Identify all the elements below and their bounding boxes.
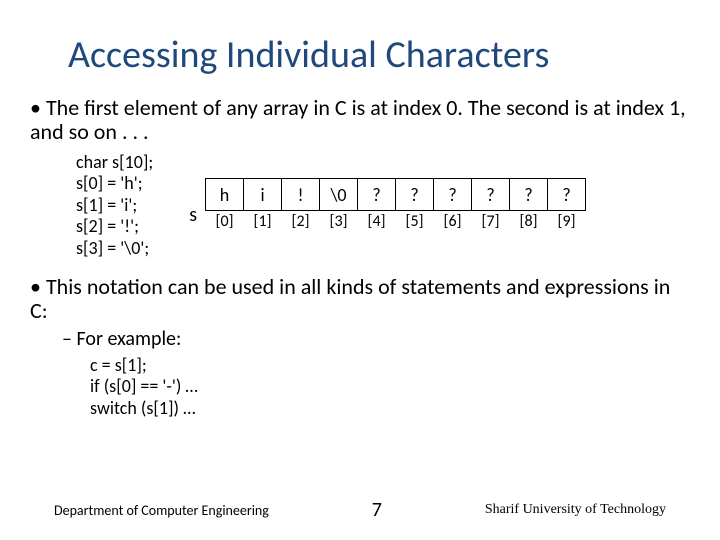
code-line: if (s[0] == '-') … [90, 376, 690, 398]
bullet-2-text: This notation can be used in all kinds o… [30, 273, 670, 324]
array-index: [4] [358, 211, 396, 233]
sub-bullet: For example: [62, 329, 690, 351]
code-line: s[2] = '!'; [76, 216, 153, 238]
array-cell: ? [548, 179, 586, 211]
code-line: char s[10]; [76, 152, 153, 174]
array-cell: i [244, 179, 282, 211]
code-line: switch (s[1]) … [90, 398, 690, 420]
code-and-array-row: char s[10]; s[0] = 'h'; s[1] = 'i'; s[2]… [60, 152, 690, 260]
array-index: [7] [472, 211, 510, 233]
footer-page: 7 [372, 498, 382, 522]
array-index: [2] [282, 211, 320, 233]
array-diagram: s h i ! \0 ? ? ? ? ? ? [0] [1] [2] [189, 178, 586, 233]
code-line: s[1] = 'i'; [76, 195, 153, 217]
array-cell: \0 [320, 179, 358, 211]
array-indices-row: [0] [1] [2] [3] [4] [5] [6] [7] [8] [9] [206, 211, 586, 233]
array-index: [6] [434, 211, 472, 233]
footer-uni: Sharif University of Technology [485, 502, 666, 518]
bullet-list: The first element of any array in C is a… [30, 96, 690, 144]
array-index: [3] [320, 211, 358, 233]
footer-dept: Department of Computer Engineering [54, 502, 269, 519]
array-cell: ? [396, 179, 434, 211]
array-index: [0] [206, 211, 244, 233]
bullet-1: The first element of any array in C is a… [30, 96, 690, 144]
slide-title: Accessing Individual Characters [68, 32, 690, 78]
array-cell: ? [510, 179, 548, 211]
array-cell: ? [434, 179, 472, 211]
array-index: [5] [396, 211, 434, 233]
code-block-1: char s[10]; s[0] = 'h'; s[1] = 'i'; s[2]… [76, 152, 153, 260]
bullet-list-2: This notation can be used in all kinds o… [30, 275, 690, 419]
array-cell: ! [282, 179, 320, 211]
array-table: h i ! \0 ? ? ? ? ? ? [0] [1] [2] [3] [4] [205, 178, 586, 233]
code-line: s[3] = '\0'; [76, 238, 153, 260]
bullet-2: This notation can be used in all kinds o… [30, 275, 690, 419]
slide: Accessing Individual Characters The firs… [0, 0, 720, 540]
array-cell: ? [358, 179, 396, 211]
code-line: s[0] = 'h'; [76, 173, 153, 195]
code-block-2: c = s[1]; if (s[0] == '-') … switch (s[1… [90, 355, 690, 420]
sub-bullet-list: For example: [62, 329, 690, 351]
array-cell: ? [472, 179, 510, 211]
array-index: [1] [244, 211, 282, 233]
array-cell: h [206, 179, 244, 211]
code-line: c = s[1]; [90, 355, 690, 377]
array-index: [8] [510, 211, 548, 233]
footer: Department of Computer Engineering 7 Sha… [0, 498, 720, 522]
array-values-row: h i ! \0 ? ? ? ? ? ? [206, 179, 586, 211]
array-label: s [189, 203, 197, 227]
array-index: [9] [548, 211, 586, 233]
